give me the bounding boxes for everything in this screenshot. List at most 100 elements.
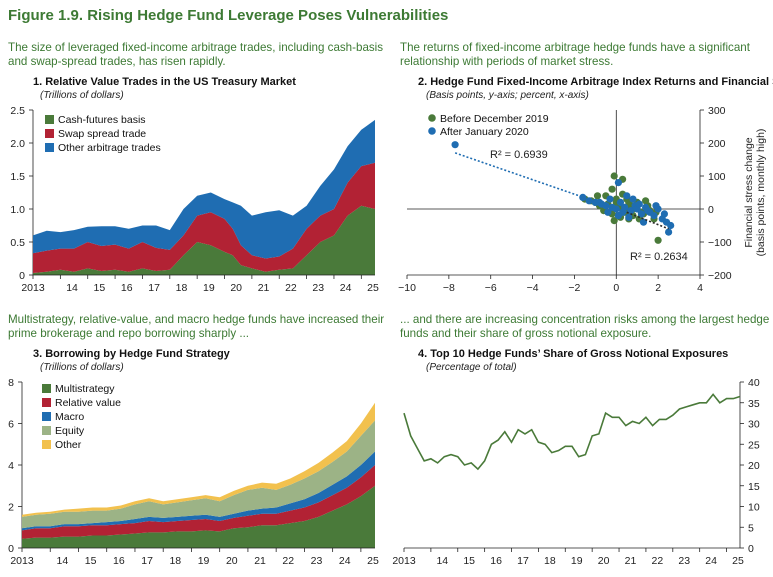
panel-2-point-after: [579, 193, 587, 201]
panel-2-point-before: [610, 172, 618, 180]
panel-3-legend-swatch: [42, 440, 51, 449]
panel-4-y-tick-label: 35: [748, 398, 760, 410]
panel-2-legend-marker: [428, 114, 436, 122]
panel-2-point-after: [614, 179, 623, 187]
panel-2-point-after: [637, 210, 646, 218]
panel-3-y-tick-label: 2: [8, 502, 14, 514]
panel-4-y-tick-label: 10: [748, 502, 760, 514]
panel-3-x-tick-label: 2013: [10, 555, 34, 567]
panel-2-point-before: [610, 217, 618, 225]
panel-1-x-tick-label: 22: [285, 282, 297, 294]
panel-2-point-after: [614, 212, 623, 220]
panel-4-y-tick-label: 0: [748, 543, 754, 555]
panel-4-x-tick-label: 17: [517, 555, 529, 567]
panel-4-y-tick-label: 25: [748, 439, 760, 451]
panel-1-area-cash-futures-basis: [33, 205, 375, 275]
panel-3-legend-label: Other: [55, 439, 82, 451]
panel-3-y-tick-label: 4: [8, 460, 14, 472]
panel-3-x-tick-label: 25: [367, 555, 379, 567]
panel-2-point-after: [627, 207, 635, 215]
panel-2-point-after: [625, 213, 633, 221]
panel-3-x-tick-label: 22: [282, 555, 294, 567]
lead-4-line-2: funds and their share of gross notional …: [400, 327, 651, 340]
panel-4-x-tick-label: 20: [598, 555, 610, 567]
panel-3-x-tick-label: 23: [311, 555, 323, 567]
panel-4-x-tick-label: 19: [571, 555, 583, 567]
panel-4-x-tick-label: 16: [490, 555, 502, 567]
panel-1-legend-swatch: [45, 115, 54, 124]
panel-2-chart: −10 −8 −6 −4 −2 0 2 4 −200 −100 0 100 200 300 Financia…: [398, 105, 767, 294]
panel-3-legend-label: Macro: [55, 411, 84, 423]
panel-2-x-tick-label: −4: [527, 282, 539, 294]
panel-2-point-before: [608, 185, 616, 193]
panel-2-x-tick-label: −2: [568, 282, 580, 294]
panel-3-x-tick-label: 14: [57, 555, 69, 567]
panel-3-area-equity: [22, 420, 375, 529]
panel-2-legend-label: After January 2020: [440, 126, 529, 138]
panel-3-legend-swatch: [42, 384, 51, 393]
panel-2-y-tick-label: 200: [708, 138, 726, 150]
panel-2-point-after: [612, 205, 620, 213]
panel-1-legend-label: Swap spread trade: [58, 128, 146, 140]
panel-3-title: 3. Borrowing by Hedge Fund Strategy: [33, 348, 231, 360]
panel-4-line-series: [403, 393, 741, 471]
panel-2-point-after: [644, 207, 652, 215]
panel-1-area-other-arbitrage-trades: [33, 119, 375, 259]
panel-3-x-tick-label: 18: [169, 555, 181, 567]
panel-2-point-after: [650, 212, 658, 220]
panel-2-point-after: [635, 200, 643, 208]
panel-2-title: 2. Hedge Fund Fixed-Income Arbitrage Ind…: [418, 76, 773, 88]
panel-2-x-tick-label: −8: [443, 282, 455, 294]
panel-1-x-tick-label: 18: [176, 282, 188, 294]
panel-1-x-tick-label: 24: [340, 282, 352, 294]
lead-1-line-1: The size of leveraged fixed-income arbit…: [8, 41, 383, 54]
panel-1-x-tick-label: 19: [203, 282, 215, 294]
panel-3-legend-label: Relative value: [55, 397, 121, 409]
panel-3-x-tick-label: 20: [226, 555, 238, 567]
panel-1-x-tick-label: 15: [94, 282, 106, 294]
lead-3-line-2: prime brokerage and repo borrowing sharp…: [8, 327, 249, 340]
panel-3-x-tick-label: 17: [141, 555, 153, 567]
panel-1-legend-swatch: [45, 143, 54, 152]
panel-2-y-tick-label: 300: [708, 105, 726, 117]
lead-1-line-2: and swap-spread trades, has risen rapidl…: [8, 55, 226, 68]
panel-4-y-tick-label: 5: [748, 522, 754, 534]
panel-1-y-tick-label: 0: [19, 270, 25, 282]
panel-2-legend-label: Before December 2019: [440, 113, 549, 125]
panel-4-unit: (Percentage of total): [426, 362, 517, 373]
panel-2-y-tick-label: 100: [708, 171, 726, 183]
panel-2-point-after: [660, 210, 669, 218]
panel-3-x-tick-label: 21: [254, 555, 266, 567]
panel-1-x-tick-label: 20: [230, 282, 242, 294]
panel-2-point-after: [451, 141, 459, 149]
panel-2-point-after: [623, 192, 631, 200]
panel-4-y-tick-label: 40: [748, 377, 760, 389]
panel-4-x-tick-label: 21: [625, 555, 637, 567]
panel-1-y-tick-label: 1.5: [10, 171, 25, 183]
panel-4-x-tick-label: 2013: [392, 555, 416, 567]
panel-3-x-tick-label: 24: [339, 555, 351, 567]
panel-2-legend-marker: [428, 127, 436, 135]
panel-1-x-tick-label: 23: [312, 282, 324, 294]
panel-2-point-after: [616, 198, 625, 206]
panel-1-legend-label: Other arbitrage trades: [58, 142, 161, 154]
panel-4-x-tick-label: 23: [678, 555, 690, 567]
lead-3-line-1: Multistrategy, relative-value, and macro…: [8, 313, 384, 326]
panel-4-x-tick-label: 15: [463, 555, 475, 567]
panel-3-area-macro: [22, 451, 375, 531]
panel-4-y-tick-label: 30: [748, 419, 760, 431]
panel-1-y-tick-label: 0.5: [10, 237, 25, 249]
panel-2-x-tick-label: 2: [655, 282, 661, 294]
panel-2-point-before: [654, 236, 662, 244]
panel-2-point-after: [667, 221, 675, 230]
panel-2-y-axis-label-line-2: (basis points, monthly high): [755, 129, 767, 257]
panel-3-y-tick-label: 0: [8, 543, 14, 555]
panel-2-point-before: [642, 197, 650, 205]
panel-4-x-tick-label: 25: [732, 555, 744, 567]
panel-3-y-tick-label: 6: [8, 419, 14, 431]
panel-2-fit-line: [626, 211, 669, 230]
panel-1-x-tick-label: 17: [148, 282, 160, 294]
panel-1-y-tick-label: 1.0: [10, 204, 25, 216]
panel-2-point-after: [665, 228, 673, 236]
